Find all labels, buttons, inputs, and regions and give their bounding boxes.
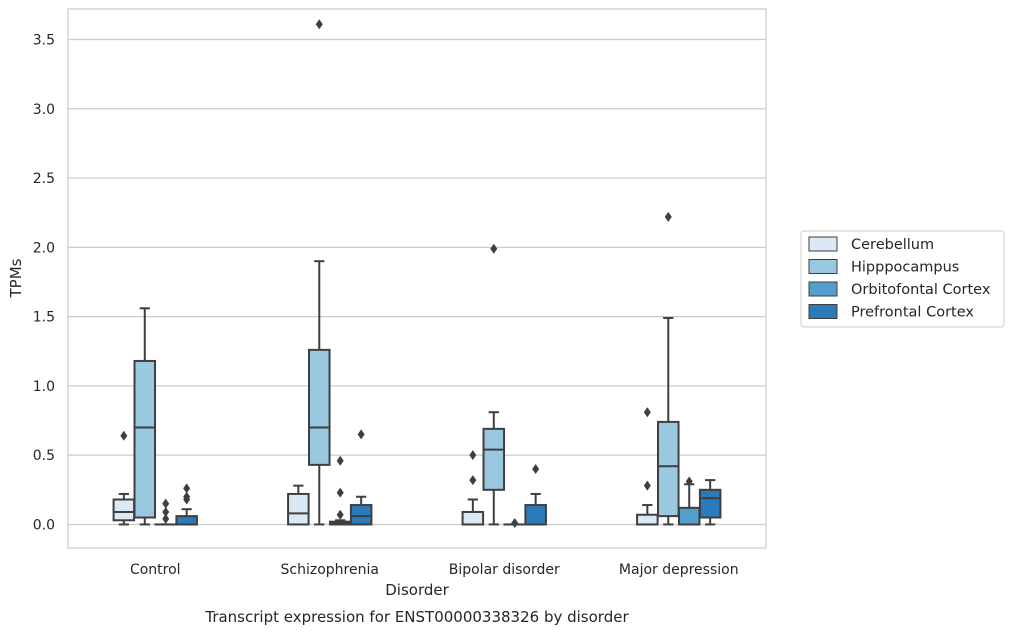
x-tick-label: Bipolar disorder (449, 562, 560, 578)
box-body (482, 427, 506, 491)
outlier-point (336, 487, 344, 498)
box-body (112, 498, 136, 522)
legend-item: Cerebellum (808, 236, 934, 253)
box-cerebellum (461, 450, 485, 526)
legend-swatch (808, 281, 838, 297)
box-prefrontal-cortex (349, 429, 373, 526)
legend-item: Orbitofontal Cortex (808, 281, 991, 298)
y-tick-label: 3.0 (33, 102, 55, 118)
y-tick-label: 2.5 (33, 171, 55, 187)
legend-item: Prefrontal Cortex (808, 304, 974, 321)
box-hipppocampus (308, 19, 331, 526)
outlier-point (532, 464, 540, 475)
y-axis-label: TPMs (7, 258, 25, 298)
outlier-point (162, 498, 170, 509)
box-body (308, 348, 331, 466)
outlier-point (162, 513, 170, 524)
legend-label: Prefrontal Cortex (851, 305, 974, 321)
outlier-point (183, 491, 191, 502)
outlier-point (162, 506, 170, 517)
legend-frame (800, 230, 1005, 328)
legend-swatch (808, 259, 838, 274)
legend-label: Orbitofontal Cortex (851, 282, 991, 298)
box-body (133, 359, 157, 519)
box-body (657, 420, 680, 518)
y-tick-label: 0.0 (33, 517, 55, 533)
outlier-point (120, 430, 128, 441)
box-orbitofontal-cortex (154, 498, 177, 526)
box-body (636, 513, 659, 526)
box-cerebellum (287, 484, 310, 526)
x-tick-label: Major depression (619, 562, 739, 578)
box-body (349, 504, 373, 526)
legend-label: Hipppocampus (851, 260, 959, 276)
box-hipppocampus (133, 307, 157, 526)
x-tick-label: Control (130, 562, 181, 578)
outlier-point (664, 211, 672, 222)
box-cerebellum (636, 407, 659, 526)
outlier-point (469, 475, 477, 486)
plot-area (67, 8, 767, 549)
outlier-point (336, 509, 344, 520)
box-orbitofontal-cortex (677, 476, 701, 526)
legend: Cerebellum Hipppocampus Orbitofontal Corte… (800, 230, 1005, 328)
outlier-point (643, 407, 651, 418)
outlier-point (511, 518, 519, 529)
legend-item: Hipppocampus (808, 259, 959, 276)
outlier-point (685, 476, 693, 487)
box-cerebellum (112, 430, 136, 526)
box-body (524, 504, 547, 526)
y-tick-label: 0.5 (33, 448, 55, 464)
box-prefrontal-cortex (698, 479, 722, 526)
x-axis-ticks: Control Schizophrenia Bipolar disorder Majo… (130, 562, 739, 578)
legend-swatch (808, 304, 838, 319)
legend-label: Cerebellum (851, 237, 934, 253)
y-axis-ticks: 0.0 0.5 1.0 1.5 2.0 2.5 3.0 3.5 (33, 32, 55, 533)
box-body (677, 506, 701, 526)
box-body (175, 515, 198, 526)
outlier-point (315, 19, 323, 30)
y-tick-label: 3.5 (33, 32, 55, 48)
box-prefrontal-cortex (175, 483, 198, 526)
x-tick-label: Schizophrenia (281, 562, 379, 578)
outlier-point (336, 455, 344, 466)
y-tick-label: 1.5 (33, 310, 55, 326)
outlier-point (643, 480, 651, 491)
legend-swatch (808, 236, 838, 252)
outlier-point (490, 243, 498, 254)
box-body (287, 492, 310, 526)
legend-items: Cerebellum Hipppocampus Orbitofontal Corte… (808, 236, 991, 321)
box-body (698, 488, 722, 519)
box-orbitofontal-cortex (328, 455, 352, 526)
outlier-point (469, 450, 477, 461)
box-hipppocampus (657, 211, 680, 526)
y-tick-label: 2.0 (33, 240, 55, 256)
chart-caption: Transcript expression for ENST0000033832… (204, 608, 629, 626)
box-hipppocampus (482, 243, 506, 526)
box-body (461, 510, 485, 526)
y-tick-label: 1.0 (33, 379, 55, 395)
x-axis-label: Disorder (385, 581, 449, 599)
box-groups (112, 19, 722, 529)
outlier-point (183, 483, 191, 494)
box-prefrontal-cortex (524, 464, 547, 526)
outlier-point (357, 429, 365, 440)
